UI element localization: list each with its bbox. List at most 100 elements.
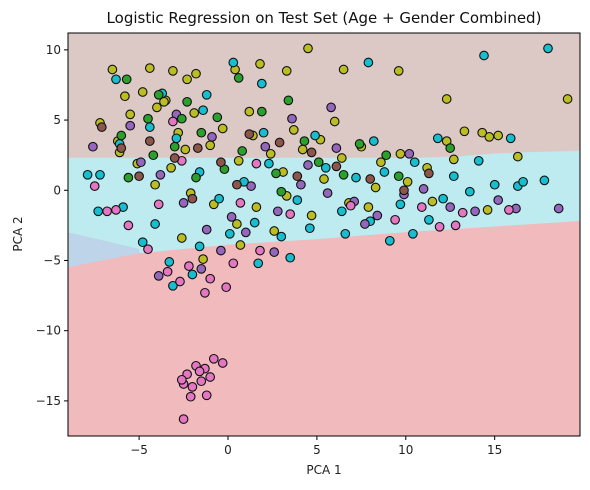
scatter-point [441, 94, 452, 104]
scatter-point [372, 210, 383, 221]
scatter-point [148, 150, 159, 161]
scatter-point [96, 122, 107, 132]
scatter-point [235, 198, 246, 208]
scatter-point [504, 205, 514, 215]
scatter-point [233, 73, 244, 83]
scatter-point [201, 224, 212, 235]
scatter-point [150, 219, 160, 229]
scatter-point [272, 206, 283, 217]
scatter-point [379, 167, 390, 177]
scatter-point [205, 140, 216, 151]
scatter-point [269, 247, 280, 257]
scatter-point [237, 146, 248, 156]
scatter-point [134, 171, 144, 182]
scatter-point [82, 169, 93, 180]
scatter-point [201, 390, 212, 401]
scatter-point [395, 148, 406, 159]
scatter-point [402, 176, 413, 187]
scatter-point [276, 231, 287, 242]
scatter-point [194, 241, 205, 252]
scatter-point [477, 127, 488, 138]
scatter-point [434, 221, 445, 232]
scatter-point [88, 141, 98, 152]
scatter-point [393, 66, 404, 76]
y-tick-label: −15 [36, 394, 61, 408]
scatter-point [187, 193, 198, 204]
scatter-point [178, 198, 189, 208]
scatter-point [303, 160, 313, 170]
scatter-point [360, 219, 370, 229]
scatter-point [187, 382, 198, 392]
scatter-point [351, 172, 361, 183]
scatter-point [331, 161, 342, 172]
scatter-point [168, 66, 178, 76]
scatter-point [95, 169, 105, 180]
scatter-point [185, 391, 196, 402]
y-axis-label: PCA 2 [11, 216, 25, 251]
scatter-point [205, 273, 216, 284]
scatter-point [240, 227, 251, 238]
scatter-point [299, 136, 310, 146]
scatter-point [264, 158, 274, 169]
scatter-point [288, 125, 299, 135]
scatter-point [336, 206, 347, 217]
scatter-point [432, 133, 443, 144]
scatter-point [150, 179, 160, 190]
scatter-point [274, 137, 285, 148]
scatter-point [287, 113, 297, 124]
scatter-point [271, 168, 281, 179]
scatter-point [176, 374, 187, 385]
scatter-point [489, 179, 500, 190]
y-tick-label: −5 [43, 253, 61, 267]
scatter-point [233, 155, 244, 166]
scatter-point [164, 257, 175, 267]
scatter-point [152, 102, 162, 113]
y-tick-label: −10 [36, 324, 61, 338]
scatter-point [368, 136, 379, 146]
scatter-point [221, 282, 232, 293]
scatter-point [269, 226, 280, 236]
x-axis-ticks: −5 0 5 10 15 [130, 436, 502, 457]
scatter-point [395, 199, 406, 210]
scatter-point [116, 143, 127, 153]
scatter-point [178, 414, 189, 424]
scatter-point [450, 220, 461, 231]
scatter-point [448, 171, 459, 182]
scatter-point [226, 212, 237, 222]
scatter-point [404, 148, 415, 159]
scatter-point [144, 63, 155, 73]
scatter-point [326, 102, 336, 113]
scatter-point [363, 202, 374, 212]
scatter-point [459, 126, 470, 137]
x-tick-label: 5 [313, 443, 321, 457]
scatter-point [169, 141, 180, 152]
scatter-point [182, 74, 192, 85]
scatter-point [479, 50, 489, 61]
scatter-point [470, 206, 480, 217]
scatter-point [232, 219, 242, 229]
scatter-point [281, 66, 292, 76]
scatter-point [285, 209, 296, 219]
scatter-point [276, 186, 287, 197]
scatter-point [166, 162, 176, 173]
scatter-point [384, 235, 395, 246]
scatter-point [217, 358, 228, 368]
scatter-point [196, 264, 207, 274]
scatter-point [340, 228, 351, 239]
scatter-point [217, 123, 228, 134]
scatter-point [292, 195, 303, 205]
scatter-point [187, 269, 198, 280]
scatter-point [121, 74, 132, 85]
scatter-point [306, 210, 317, 221]
x-tick-label: 10 [398, 443, 413, 457]
scatter-point [416, 202, 427, 212]
scatter-point [292, 171, 303, 182]
x-tick-label: 0 [224, 443, 232, 457]
scatter-point [196, 376, 207, 387]
scatter-point [539, 175, 550, 186]
scatter-point [345, 200, 356, 211]
scatter-point [445, 143, 456, 153]
scatter-point [322, 188, 333, 198]
scatter-point [205, 372, 216, 382]
